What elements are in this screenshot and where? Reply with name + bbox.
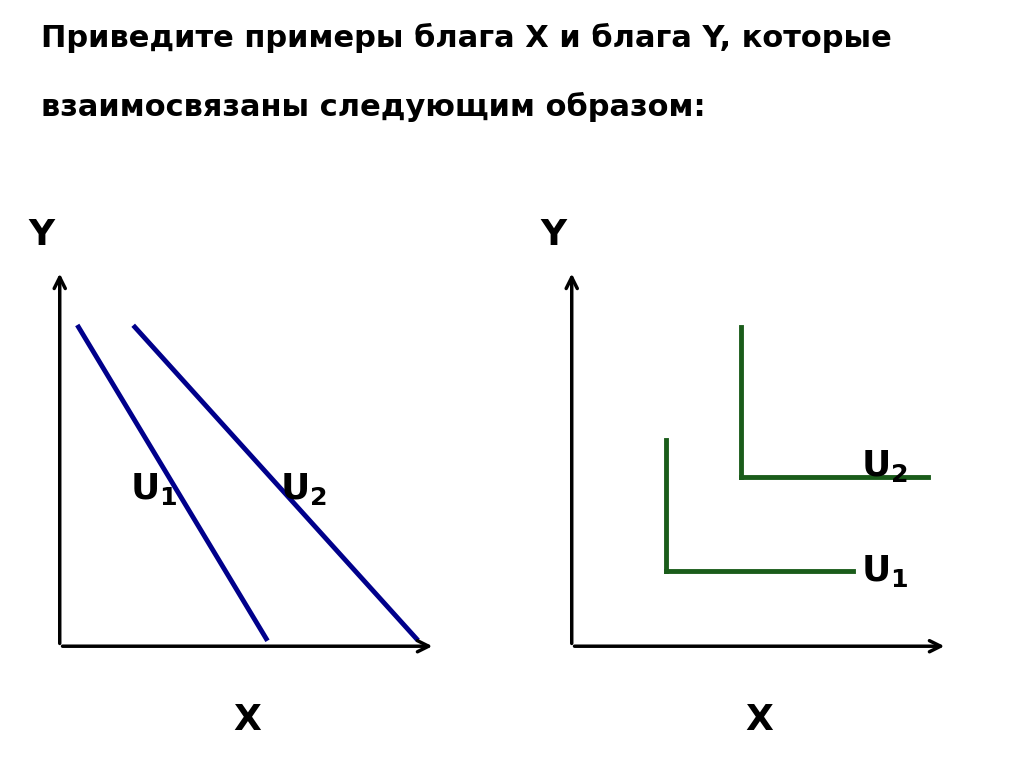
Text: X: X (745, 703, 773, 736)
Text: Приведите примеры блага X и блага Y, которые: Приведите примеры блага X и блага Y, кот… (41, 23, 892, 53)
Text: взаимосвязаны следующим образом:: взаимосвязаны следующим образом: (41, 92, 706, 122)
Text: $\mathbf{U_2}$: $\mathbf{U_2}$ (281, 470, 328, 506)
Text: Y: Y (28, 218, 54, 252)
Text: $\mathbf{U_2}$: $\mathbf{U_2}$ (861, 448, 908, 484)
Text: $\mathbf{U_1}$: $\mathbf{U_1}$ (130, 470, 177, 506)
Text: X: X (233, 703, 261, 736)
Text: Y: Y (540, 218, 566, 252)
Text: $\mathbf{U_1}$: $\mathbf{U_1}$ (861, 553, 908, 589)
